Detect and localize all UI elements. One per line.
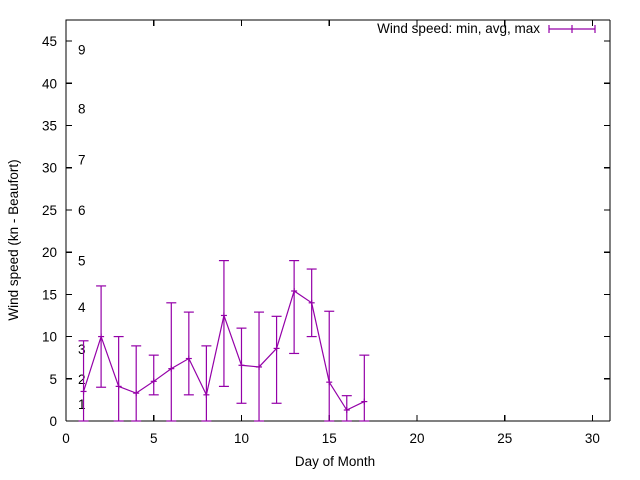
error-bar (271, 315, 282, 404)
beaufort-tick-label: 1 (78, 397, 86, 412)
error-bar (359, 354, 370, 422)
data-point-marker (220, 312, 227, 319)
beaufort-tick-label: 3 (78, 342, 86, 357)
error-bar (131, 345, 142, 422)
y-axis-tick-labels: 0 5 10 15 20 25 30 35 40 45 (42, 34, 57, 429)
x-tick-label: 20 (409, 431, 424, 446)
error-bar (324, 310, 335, 422)
data-point-marker (168, 365, 175, 372)
data-point-marker (308, 299, 315, 306)
y-tick-label: 30 (42, 161, 57, 176)
beaufort-tick-label: 8 (78, 102, 86, 117)
x-tick-label: 15 (322, 431, 337, 446)
data-point-marker (80, 388, 87, 395)
x-tick-label: 25 (497, 431, 512, 446)
average-line (80, 287, 368, 414)
y-tick-label: 5 (49, 372, 57, 387)
data-point-marker (115, 383, 122, 390)
data-point-marker (133, 390, 140, 397)
data-point-marker (150, 378, 157, 385)
y-tick-label: 40 (42, 76, 57, 91)
x-axis-tick-labels: 0 5 10 15 20 25 30 (62, 431, 600, 446)
data-point-marker (185, 355, 192, 362)
error-bar (78, 340, 89, 422)
error-bar (201, 345, 212, 422)
data-point-marker (361, 398, 368, 405)
y-tick-label: 25 (42, 203, 57, 218)
data-point-marker (256, 363, 263, 370)
chart-legend: Wind speed: min, avg, max (377, 21, 596, 36)
error-bar (218, 260, 229, 387)
error-bar (113, 335, 124, 422)
data-point-marker (291, 287, 298, 294)
y-tick-label: 15 (42, 287, 57, 302)
beaufort-scale-labels: 1 2 3 4 5 6 7 8 9 (78, 43, 86, 413)
y-axis-ticks (66, 40, 610, 422)
data-point-marker (98, 333, 105, 340)
beaufort-tick-label: 5 (78, 254, 86, 269)
beaufort-tick-label: 9 (78, 43, 86, 58)
beaufort-tick-label: 4 (78, 300, 86, 315)
y-tick-label: 0 (49, 414, 57, 429)
beaufort-tick-label: 6 (78, 203, 86, 218)
data-point-marker (273, 345, 280, 352)
data-point-marker (343, 407, 350, 414)
beaufort-tick-label: 7 (78, 152, 86, 167)
legend-label: Wind speed: min, avg, max (377, 21, 540, 36)
y-tick-label: 20 (42, 245, 57, 260)
y-axis-title: Wind speed (kn - Beaufort) (6, 159, 21, 320)
beaufort-tick-label: 2 (78, 372, 86, 387)
data-point-marker (203, 391, 210, 398)
data-point-marker (238, 362, 245, 369)
error-bar (166, 302, 177, 422)
y-tick-label: 45 (42, 34, 57, 49)
error-bar (183, 311, 194, 396)
legend-sample-errorbar (548, 25, 596, 33)
x-tick-label: 5 (150, 431, 158, 446)
y-tick-label: 35 (42, 119, 57, 134)
x-tick-label: 30 (585, 431, 600, 446)
data-point-marker (326, 379, 333, 386)
x-tick-label: 10 (234, 431, 249, 446)
error-bar (289, 260, 300, 355)
x-tick-label: 0 (62, 431, 70, 446)
y-tick-label: 10 (42, 330, 57, 345)
error-bar (148, 354, 159, 396)
x-axis-title: Day of Month (295, 454, 375, 469)
